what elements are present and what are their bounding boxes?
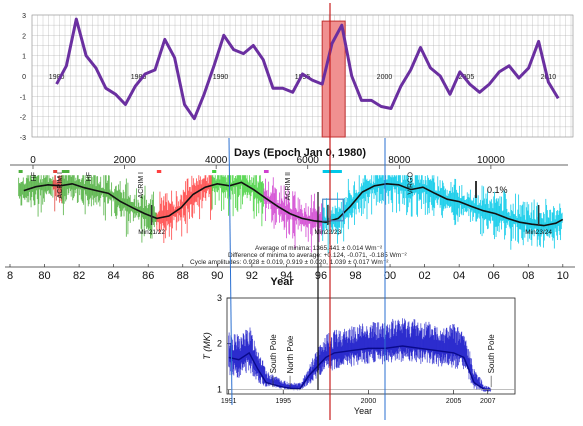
middle-minimum-labels: Min21/22 Min22/23 Min23/24	[138, 205, 552, 236]
middle-bottom-tick-label: 88	[177, 270, 189, 282]
middle-instrument-label: HF	[31, 172, 38, 181]
top-y-tick-label: 3	[22, 13, 26, 20]
middle-instrument-color-chip	[18, 170, 23, 173]
middle-bottom-tick-label: 94	[280, 270, 292, 282]
bottom-pole-annotation: North Pole	[286, 335, 295, 373]
middle-bottom-tick-label: 06	[488, 270, 500, 282]
middle-instrument-label: ACRIM II	[285, 172, 292, 200]
middle-bottom-tick-label: 90	[211, 270, 223, 282]
bottom-x-tick-label: 2007	[480, 398, 496, 405]
bottom-y-tick-label: 1	[217, 384, 222, 394]
scale-bar-label: 0.1%	[487, 185, 508, 195]
middle-bottom-tick-label: 04	[453, 270, 465, 282]
middle-minimum-label: Min23/24	[525, 229, 552, 236]
middle-instrument-color-chip	[322, 170, 342, 173]
middle-bottom-tick-label: 08	[522, 270, 534, 282]
bottom-temperature-noise	[228, 318, 492, 392]
bottom-y-axis-label: T (MK)	[202, 332, 212, 360]
middle-top-axis-title: Days (Epoch Jan 0, 1980)	[234, 147, 366, 159]
middle-instrument-color-chip	[53, 170, 58, 173]
middle-instrument-label: ACRIM I	[138, 172, 145, 199]
top-y-tick-label: 2	[22, 33, 26, 40]
bottom-x-tick-label: 2000	[361, 398, 377, 405]
middle-top-tick-label: 10000	[477, 155, 505, 166]
middle-top-ticks: 0 2000 4000 6000 8000 10000	[30, 155, 505, 169]
middle-instrument-label: HF	[86, 172, 93, 181]
top-y-ticks: 3 2 1 0 -1 -2 -3	[20, 13, 26, 142]
bottom-x-tick-label: 2005	[446, 398, 462, 405]
middle-instrument-label: VIRGO	[408, 171, 415, 194]
middle-bottom-tick-label: 10	[557, 270, 569, 282]
middle-bottom-tick-label: 8	[7, 270, 13, 282]
middle-bottom-tick-label: 86	[142, 270, 154, 282]
top-x-tick-label: 1990	[213, 74, 229, 81]
bottom-y-tick-label: 3	[217, 293, 222, 303]
bottom-x-ticks: 1991 1995 2000 2005 2007	[221, 390, 496, 405]
bottom-pole-annotation: South Pole	[269, 334, 278, 374]
note-average: Average of minima: 1365.441 ± 0.014 Wm⁻²	[255, 245, 383, 252]
top-x-tick-label: 1980	[49, 74, 65, 81]
middle-instrument-color-chip	[263, 170, 269, 173]
middle-top-tick-label: 8000	[388, 155, 411, 166]
middle-irradiance-segments	[18, 170, 563, 253]
bottom-x-label: Year	[354, 406, 372, 416]
top-x-tick-label: 1995	[295, 74, 311, 81]
top-x-tick-label: 2005	[459, 74, 475, 81]
middle-bottom-tick-label: 96	[315, 270, 327, 282]
top-y-tick-label: -1	[20, 94, 26, 101]
middle-top-tick-label: 6000	[297, 155, 320, 166]
middle-instrument-color-chip	[212, 170, 217, 173]
bottom-y-tick-label: 2	[217, 339, 222, 349]
middle-minimum-label: Min21/22	[138, 229, 165, 236]
top-x-tick-label: 1985	[131, 74, 147, 81]
top-y-tick-label: -3	[20, 135, 26, 142]
bottom-x-tick-label: 1995	[275, 398, 291, 405]
top-x-tick-label: 2000	[377, 74, 393, 81]
middle-smoothed-line	[23, 181, 564, 227]
middle-bottom-tick-label: 92	[246, 270, 258, 282]
middle-top-tick-label: 0	[30, 155, 36, 166]
top-series-line	[55, 17, 560, 121]
middle-bottom-tick-label: 98	[349, 270, 361, 282]
top-y-tick-label: 1	[22, 54, 26, 61]
middle-bottom-tick-label: 00	[384, 270, 396, 282]
bottom-panel: 321 T (MK) South Pole North Pole South Pol…	[202, 293, 516, 416]
top-y-tick-label: -2	[20, 115, 26, 122]
middle-instrument-color-chip	[156, 170, 162, 173]
scale-bar: 0.1%	[475, 181, 508, 198]
note-amplitudes: Cycle amplitudes: 0.928 ± 0.019, 0.919 ±…	[190, 259, 389, 266]
middle-top-tick-label: 4000	[205, 155, 228, 166]
middle-bottom-tick-label: 82	[73, 270, 85, 282]
middle-instrument-labels: HF ACRIM I HF ACRIM I ACRIM II VIRGO	[31, 171, 415, 200]
middle-bottom-tick-label: 84	[108, 270, 120, 282]
middle-x-label: Year	[270, 276, 294, 288]
bottom-x-tick-label: 1991	[221, 398, 237, 405]
overlay-lines	[228, 3, 386, 420]
middle-bottom-ticks: 8 80 82 84 86 88 90 92 94 96 98 00 02 04 06 08 10	[7, 264, 569, 282]
bottom-pole-annotations: South Pole North Pole South Pole	[269, 334, 496, 388]
middle-instrument-label: ACRIM I	[57, 172, 64, 199]
bottom-pole-annotation: South Pole	[487, 334, 496, 374]
overlay-blue-vertical-line-left	[228, 137, 233, 406]
middle-bottom-tick-label: 80	[38, 270, 50, 282]
middle-instrument-color-chip	[61, 170, 70, 173]
middle-highlight-box	[322, 198, 345, 222]
top-y-tick-label: 0	[22, 74, 26, 81]
middle-top-tick-label: 2000	[113, 155, 136, 166]
middle-minimum-label: Min22/23	[314, 229, 341, 236]
middle-bottom-tick-label: 02	[418, 270, 430, 282]
middle-panel: Days (Epoch Jan 0, 1980) 0 2000 4000 6000 80…	[5, 147, 575, 288]
